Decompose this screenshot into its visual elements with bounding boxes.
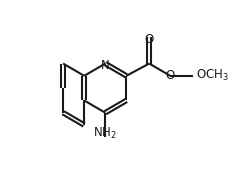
Text: NH$_2$: NH$_2$: [94, 126, 117, 141]
Text: O: O: [144, 33, 154, 46]
Text: O: O: [166, 69, 175, 82]
Text: OCH$_3$: OCH$_3$: [196, 68, 229, 83]
Text: N: N: [101, 59, 110, 72]
